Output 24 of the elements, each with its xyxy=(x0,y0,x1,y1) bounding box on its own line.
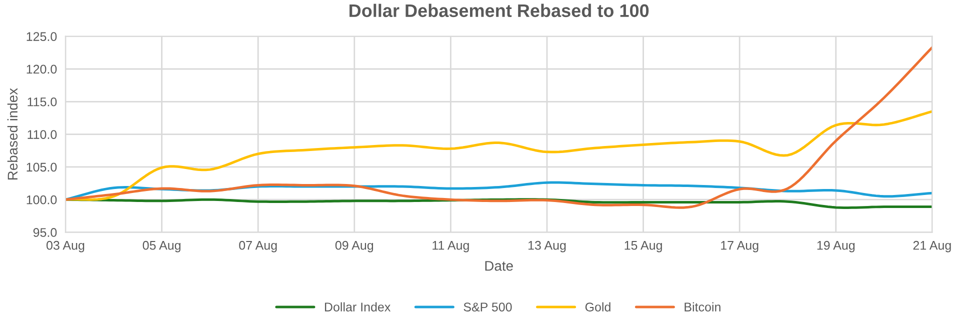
legend-label: Dollar Index xyxy=(324,302,391,312)
x-axis-title: Date xyxy=(485,261,513,271)
y-tick-label: 95.0 xyxy=(33,228,57,237)
x-tick-label: 15 Aug xyxy=(624,241,662,252)
x-tick-label: 21 Aug xyxy=(913,240,951,252)
x-tick-label: 17 Aug xyxy=(721,241,758,252)
chart-title: Dollar Debasement Rebased to 100 xyxy=(350,4,649,18)
x-tick-label: 19 Aug xyxy=(817,240,855,252)
y-tick-label: 110.0 xyxy=(28,130,57,139)
y-tick-label: 125.0 xyxy=(26,32,57,41)
y-tick-label: 105.0 xyxy=(26,162,57,172)
x-tick-label: 11 Aug xyxy=(432,241,469,252)
x-tick-label: 07 Aug xyxy=(239,240,277,252)
y-axis-title: Rebased index xyxy=(7,88,18,180)
x-tick-label: 03 Aug xyxy=(46,240,84,252)
y-tick-label: 120.0 xyxy=(26,64,57,74)
legend-label: Gold xyxy=(585,302,610,312)
x-tick-label: 05 Aug xyxy=(142,240,180,252)
x-tick-label: 09 Aug xyxy=(335,240,374,252)
y-tick-label: 100.0 xyxy=(26,195,57,204)
x-tick-label: 13 Aug xyxy=(528,240,566,252)
y-tick-label: 115.0 xyxy=(28,97,57,106)
legend-label: S&P 500 xyxy=(464,302,512,312)
legend-label: Bitcoin xyxy=(684,302,720,312)
